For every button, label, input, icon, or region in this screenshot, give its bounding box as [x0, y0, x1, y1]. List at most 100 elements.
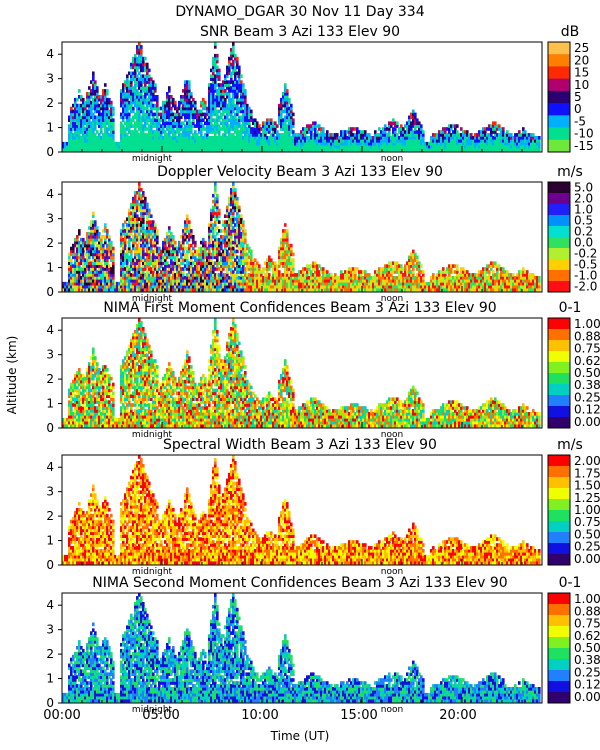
heatmap-cell: [186, 95, 189, 99]
heatmap-cell: [130, 97, 133, 102]
heatmap-cell: [300, 139, 303, 143]
heatmap-cell: [216, 193, 219, 198]
heatmap-cell: [414, 139, 417, 143]
heatmap-cell: [184, 139, 187, 143]
heatmap-cell: [72, 139, 75, 143]
heatmap-cell: [76, 144, 79, 149]
heatmap-cell: [364, 144, 367, 149]
heatmap-cell: [110, 109, 113, 114]
heatmap-cell: [78, 130, 81, 134]
heatmap-cell: [76, 97, 79, 102]
heatmap-cell: [104, 106, 107, 111]
heatmap-cell: [150, 100, 153, 105]
heatmap-cell: [152, 124, 155, 128]
colorbar-swatch: [548, 127, 570, 141]
heatmap-cell: [128, 136, 131, 140]
heatmap-cell: [74, 147, 77, 152]
heatmap-cell: [290, 141, 293, 146]
heatmap-cell: [148, 86, 151, 90]
heatmap-cell: [200, 103, 203, 108]
heatmap-cell: [70, 144, 73, 149]
heatmap-cell: [266, 141, 269, 146]
heatmap-cell: [216, 56, 219, 61]
heatmap-cell: [208, 144, 211, 149]
heatmap-cell: [234, 68, 237, 73]
heatmap-cell: [166, 97, 169, 102]
heatmap-cell: [192, 144, 195, 149]
heatmap-cell: [382, 139, 385, 143]
heatmap-cell: [98, 118, 101, 122]
heatmap-cell: [292, 147, 295, 152]
heatmap-cell: [74, 133, 77, 137]
heatmap-cell: [348, 144, 351, 149]
heatmap-cell: [290, 112, 293, 117]
heatmap-cell: [100, 112, 103, 117]
heatmap-cell: [188, 89, 191, 93]
heatmap-cell: [102, 97, 105, 102]
heatmap-cell: [248, 139, 251, 143]
heatmap-cell: [110, 240, 113, 245]
heatmap-cell: [106, 89, 109, 93]
heatmap-cell: [318, 127, 321, 131]
heatmap-cell: [216, 118, 219, 122]
heatmap-cell: [68, 127, 71, 131]
heatmap-cell: [154, 112, 157, 117]
heatmap-cell: [414, 144, 417, 149]
heatmap-cell: [202, 127, 205, 131]
heatmap-cell: [78, 127, 81, 131]
heatmap-cell: [164, 100, 167, 105]
heatmap-cell: [232, 42, 235, 46]
heatmap-cell: [86, 136, 89, 140]
heatmap-cell: [356, 130, 359, 134]
heatmap-cell: [392, 121, 395, 125]
heatmap-cell: [94, 95, 97, 99]
heatmap-cell: [76, 133, 79, 137]
heatmap-cell: [188, 139, 191, 143]
heatmap-cell: [80, 95, 83, 99]
heatmap-cell: [150, 77, 153, 81]
heatmap-cell: [166, 106, 169, 111]
heatmap-cell: [232, 83, 235, 87]
heatmap-cell: [368, 141, 371, 146]
heatmap-cell: [166, 141, 169, 146]
heatmap-cell: [212, 109, 215, 114]
heatmap-cell: [136, 77, 139, 81]
heatmap-cell: [78, 141, 81, 146]
heatmap-cell: [182, 95, 185, 99]
heatmap-cell: [210, 89, 213, 93]
heatmap-cell: [252, 118, 255, 122]
heatmap-cell: [388, 139, 391, 143]
heatmap-cell: [82, 112, 85, 117]
heatmap-cell: [226, 118, 229, 122]
heatmap-cell: [176, 124, 179, 128]
heatmap-cell: [172, 141, 175, 146]
heatmap-cell: [406, 127, 409, 131]
heatmap-cell: [432, 133, 435, 137]
heatmap-cell: [300, 147, 303, 152]
heatmap-cell: [184, 97, 187, 102]
heatmap-cell: [400, 136, 403, 140]
heatmap-cell: [242, 89, 245, 93]
heatmap-cell: [186, 92, 189, 96]
heatmap-cell: [138, 59, 141, 64]
heatmap-cell: [146, 92, 149, 96]
heatmap-cell: [140, 89, 143, 93]
heatmap-cell: [192, 136, 195, 140]
heatmap-cell: [404, 147, 407, 152]
heatmap-cell: [282, 92, 285, 96]
heatmap-cell: [186, 97, 189, 102]
heatmap-cell: [268, 118, 271, 122]
heatmap-cell: [228, 133, 231, 137]
heatmap-cell: [258, 133, 261, 137]
heatmap-cell: [138, 118, 141, 122]
heatmap-cell: [242, 92, 245, 96]
heatmap-cell: [278, 118, 281, 122]
heatmap-cell: [296, 136, 299, 140]
heatmap-cell: [236, 83, 239, 87]
heatmap-cell: [280, 141, 283, 146]
heatmap-cell: [146, 144, 149, 149]
heatmap-cell: [252, 127, 255, 131]
heatmap-cell: [420, 147, 423, 152]
heatmap-cell: [456, 124, 459, 128]
heatmap-cell: [212, 136, 215, 140]
